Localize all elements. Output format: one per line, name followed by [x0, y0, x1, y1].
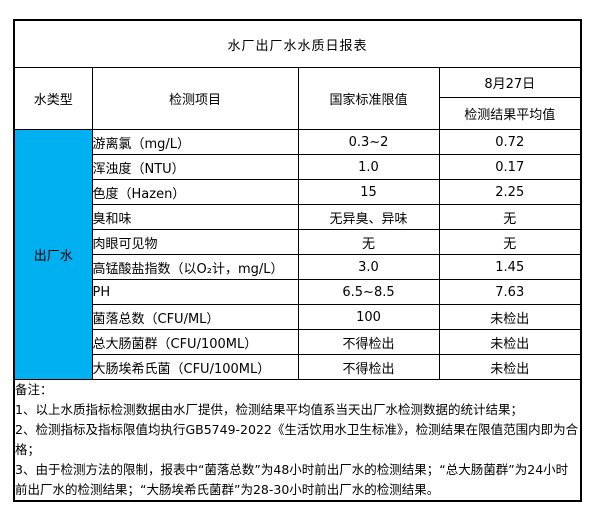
item-label: 总大肠菌群（CFU/100ML） — [91, 329, 299, 355]
item-label: 大肠埃希氏菌（CFU/100ML） — [91, 354, 299, 380]
standard-limit-value: 15 — [297, 179, 440, 205]
standard-limit-value: 6.5~8.5 — [297, 279, 440, 305]
notes-row: 备注： 1、以上水质指标检测数据由水厂提供，检测结果平均值系当天出厂水检测数据的… — [13, 379, 582, 502]
column-header-item: 检测项目 — [91, 67, 299, 130]
item-label: 臭和味 — [91, 204, 299, 230]
water-quality-report-table: 水厂出厂水水质日报表 水类型 检测项目 国家标准限值 8月27日 检测结果平均值… — [13, 19, 583, 502]
standard-limit-value: 3.0 — [297, 254, 440, 280]
table-row: 臭和味 无异臭、异味 无 — [14, 204, 582, 230]
result-value: 未检出 — [438, 354, 582, 380]
standard-limit-value: 1.0 — [297, 154, 440, 180]
item-label: 高锰酸盐指数（以O₂计，mg/L） — [91, 254, 299, 280]
item-label: 浑浊度（NTU） — [91, 154, 299, 180]
table-row: 高锰酸盐指数（以O₂计，mg/L） 3.0 1.45 — [14, 254, 582, 280]
item-label: PH — [91, 279, 299, 305]
result-value: 未检出 — [438, 304, 582, 330]
standard-limit-value: 不得检出 — [297, 329, 440, 355]
table-row: 大肠埃希氏菌（CFU/100ML） 不得检出 未检出 — [14, 354, 582, 380]
page-title: 水厂出厂水水质日报表 — [13, 19, 582, 68]
column-header-result-average: 检测结果平均值 — [438, 97, 582, 130]
note-item: 2、检测指标及指标限值均执行GB5749-2022《生活饮用水卫生标准》，检测结… — [15, 422, 579, 457]
result-value: 0.72 — [438, 129, 582, 155]
note-item: 3、由于检测方法的限制，报表中“菌落总数”为48小时前出厂水的检测结果；“总大肠… — [15, 462, 569, 497]
item-label: 菌落总数（CFU/ML） — [91, 304, 299, 330]
result-value: 1.45 — [438, 254, 582, 280]
result-value: 2.25 — [438, 179, 582, 205]
column-header-standard-limit: 国家标准限值 — [297, 67, 440, 130]
item-label: 游离氯（mg/L） — [91, 129, 299, 155]
result-value: 0.17 — [438, 154, 582, 180]
table-row: 色度（Hazen） 15 2.25 — [14, 179, 582, 205]
result-value: 7.63 — [438, 279, 582, 305]
table-row: 出厂水 游离氯（mg/L） 0.3~2 0.72 — [13, 129, 582, 380]
table-row: PH 6.5~8.5 7.63 — [14, 279, 582, 305]
notes-block: 备注： 1、以上水质指标检测数据由水厂提供，检测结果平均值系当天出厂水检测数据的… — [13, 379, 582, 502]
title-row: 水厂出厂水水质日报表 — [13, 19, 582, 68]
standard-limit-value: 100 — [297, 304, 440, 330]
result-value: 无 — [438, 229, 582, 255]
water-type-value: 出厂水 — [13, 129, 93, 380]
report-date: 8月27日 — [438, 67, 582, 98]
column-header-water-type: 水类型 — [13, 67, 93, 130]
item-label: 色度（Hazen） — [91, 179, 299, 205]
standard-limit-value: 无异臭、异味 — [297, 204, 440, 230]
table-row: 肉眼可见物 无 无 — [14, 229, 582, 255]
result-value: 未检出 — [438, 329, 582, 355]
standard-limit-value: 0.3~2 — [297, 129, 440, 155]
note-item: 1、以上水质指标检测数据由水厂提供，检测结果平均值系当天出厂水检测数据的统计结果… — [15, 402, 523, 417]
header-row-bottom: 检测结果平均值 — [14, 97, 582, 130]
table-row: 菌落总数（CFU/ML） 100 未检出 — [14, 304, 582, 330]
header-row-top: 水类型 检测项目 国家标准限值 8月27日 — [13, 67, 582, 130]
table-row: 总大肠菌群（CFU/100ML） 不得检出 未检出 — [14, 329, 582, 355]
table-row: 浑浊度（NTU） 1.0 0.17 — [14, 154, 582, 180]
result-value: 无 — [438, 204, 582, 230]
standard-limit-value: 无 — [297, 229, 440, 255]
notes-heading: 备注： — [15, 382, 53, 397]
item-label: 肉眼可见物 — [91, 229, 299, 255]
standard-limit-value: 不得检出 — [297, 354, 440, 380]
